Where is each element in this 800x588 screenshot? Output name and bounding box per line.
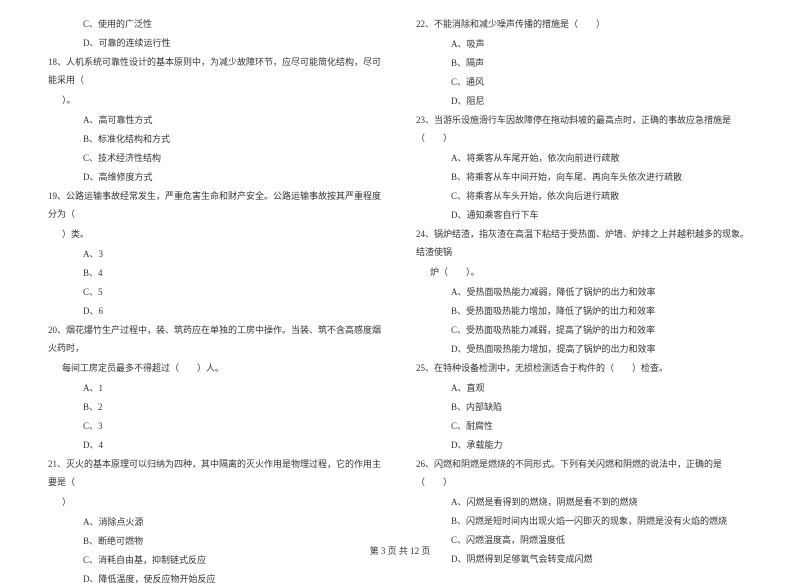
question-continuation: 每间工房定员最多不得超过（ ）人。 bbox=[48, 359, 384, 377]
answer-option: B、标准化结构和方式 bbox=[48, 130, 384, 148]
answer-option: D、降低温度，使反应物开始反应 bbox=[48, 570, 384, 588]
answer-option: A、受热面吸热能力减弱，降低了锅炉的出力和效率 bbox=[416, 283, 752, 301]
left-column: C、使用的广泛性D、可靠的连续运行性18、人机系统可靠性设计的基本原则中，为减少… bbox=[40, 15, 400, 535]
answer-option: B、受热面吸热能力增加，降低了锅炉的出力和效率 bbox=[416, 302, 752, 320]
answer-option: D、可靠的连续运行性 bbox=[48, 34, 384, 52]
question-text: 21、灭火的基本原理可以归纳为四种，其中隔离的灭火作用是物理过程，它的作用主要是… bbox=[48, 455, 384, 491]
answer-option: D、4 bbox=[48, 436, 384, 454]
question-text: 19、公路运输事故经常发生，严重危害生命和财产安全。公路运输事故按其严重程度分为… bbox=[48, 187, 384, 223]
answer-option: C、技术经济性结构 bbox=[48, 149, 384, 167]
answer-option: C、5 bbox=[48, 283, 384, 301]
answer-option: A、直观 bbox=[416, 379, 752, 397]
answer-option: D、阻尼 bbox=[416, 92, 752, 110]
question-text: 23、当游乐设施滑行车因故障停在拖动斜坡的最高点时，正确的事故应急措施是（ ） bbox=[416, 111, 752, 147]
right-column: 22、不能消除和减少噪声传播的措施是（ ） A、吸声B、隔声C、通风D、阻尼23、… bbox=[400, 15, 760, 535]
answer-option: B、4 bbox=[48, 264, 384, 282]
answer-option: A、3 bbox=[48, 245, 384, 263]
answer-option: C、受热面吸热能力减弱，提高了锅炉的出力和效率 bbox=[416, 321, 752, 339]
answer-option: C、耐腐性 bbox=[416, 417, 752, 435]
answer-option: A、闪燃是看得到的燃烧，阴燃是看不到的燃烧 bbox=[416, 493, 752, 511]
question-text: 22、不能消除和减少噪声传播的措施是（ ） bbox=[416, 15, 752, 33]
answer-option: C、使用的广泛性 bbox=[48, 15, 384, 33]
answer-option: C、将乘客从车头开始，依次向后进行疏散 bbox=[416, 187, 752, 205]
question-continuation: ） bbox=[48, 493, 384, 511]
answer-option: A、高可靠性方式 bbox=[48, 111, 384, 129]
answer-option: B、2 bbox=[48, 398, 384, 416]
page-number: 第 3 页 共 12 页 bbox=[370, 546, 431, 556]
answer-option: A、1 bbox=[48, 379, 384, 397]
answer-option: C、3 bbox=[48, 417, 384, 435]
answer-option: A、吸声 bbox=[416, 35, 752, 53]
question-text: 26、闪燃和阴燃是燃烧的不同形式。下列有关闪燃和阴燃的说法中，正确的是（ ） bbox=[416, 455, 752, 491]
answer-option: A、将乘客从车尾开始，依次向前进行疏散 bbox=[416, 149, 752, 167]
answer-option: A、消除点火源 bbox=[48, 513, 384, 531]
answer-option: D、高维修度方式 bbox=[48, 168, 384, 186]
page-footer: 第 3 页 共 12 页 bbox=[0, 544, 800, 557]
answer-option: D、6 bbox=[48, 302, 384, 320]
question-continuation: ）。 bbox=[48, 91, 384, 109]
question-continuation: ）类。 bbox=[48, 225, 384, 243]
page-container: C、使用的广泛性D、可靠的连续运行性18、人机系统可靠性设计的基本原则中，为减少… bbox=[0, 0, 800, 565]
question-text: 25、在特种设备检测中，无损检测适合于构件的（ ）检查。 bbox=[416, 359, 752, 377]
question-text: 24、锅炉结渣，指灰渣在高温下粘结于受热面、炉墙、炉排之上并越积越多的现象。结渣… bbox=[416, 225, 752, 261]
question-continuation: 炉（ ）。 bbox=[416, 263, 752, 281]
answer-option: D、受热面吸热能力增加，提高了锅炉的出力和效率 bbox=[416, 340, 752, 358]
answer-option: C、通风 bbox=[416, 73, 752, 91]
question-text: 18、人机系统可靠性设计的基本原则中，为减少故障环节，应尽可能简化结构，尽可能采… bbox=[48, 53, 384, 89]
answer-option: D、承载能力 bbox=[416, 436, 752, 454]
answer-option: B、闪燃是短时间内出现火焰一闪即灭的现象，阴燃是没有火焰的燃烧 bbox=[416, 512, 752, 530]
answer-option: D、通知乘客自行下车 bbox=[416, 206, 752, 224]
answer-option: B、内部缺陷 bbox=[416, 398, 752, 416]
question-text: 20、烟花爆竹生产过程中，装、筑药应在单独的工房中操作。当装、筑不含高感度烟火药… bbox=[48, 321, 384, 357]
answer-option: B、隔声 bbox=[416, 54, 752, 72]
answer-option: B、将乘客从车中间开始，向车尾、再向车头依次进行疏散 bbox=[416, 168, 752, 186]
